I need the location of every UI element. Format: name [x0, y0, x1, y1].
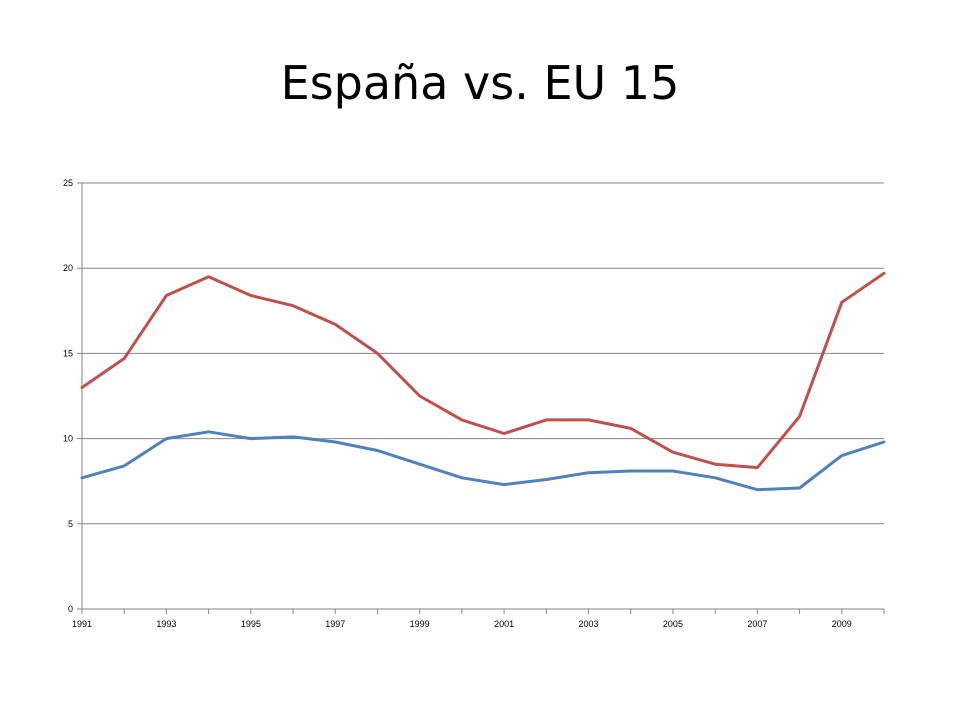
- series-line-2: [80, 271, 886, 470]
- y-tick-label: 5: [68, 519, 73, 529]
- series-line-1: [80, 430, 886, 492]
- x-tick-label: 1997: [325, 619, 345, 629]
- y-tick-label: 15: [63, 348, 73, 358]
- x-tick-label: 1993: [156, 619, 176, 629]
- x-tick-label: 2005: [663, 619, 683, 629]
- y-tick-labels: 0 5 10 15 20 25: [63, 178, 73, 614]
- y-tick-label: 20: [63, 263, 73, 273]
- x-tick-label: 2007: [747, 619, 767, 629]
- y-tick-label: 0: [68, 604, 73, 614]
- gridlines: [82, 182, 884, 525]
- y-tick-label: 10: [63, 434, 73, 444]
- x-tick-label: 1995: [241, 619, 261, 629]
- y-tick-label: 25: [63, 178, 73, 188]
- slide-title: España vs. EU 15: [280, 56, 680, 110]
- x-tick-label: 1991: [72, 619, 92, 629]
- x-tick-label: 2001: [494, 619, 514, 629]
- x-tick-labels: 1991 1993 1995 1997 1999 2001 2003 2005 2007 2009: [72, 619, 852, 629]
- x-tick-label: 2003: [579, 619, 599, 629]
- axes: [77, 182, 885, 614]
- series-lines: [80, 271, 886, 492]
- x-tick-label: 1999: [410, 619, 430, 629]
- x-tick-label: 2009: [832, 619, 852, 629]
